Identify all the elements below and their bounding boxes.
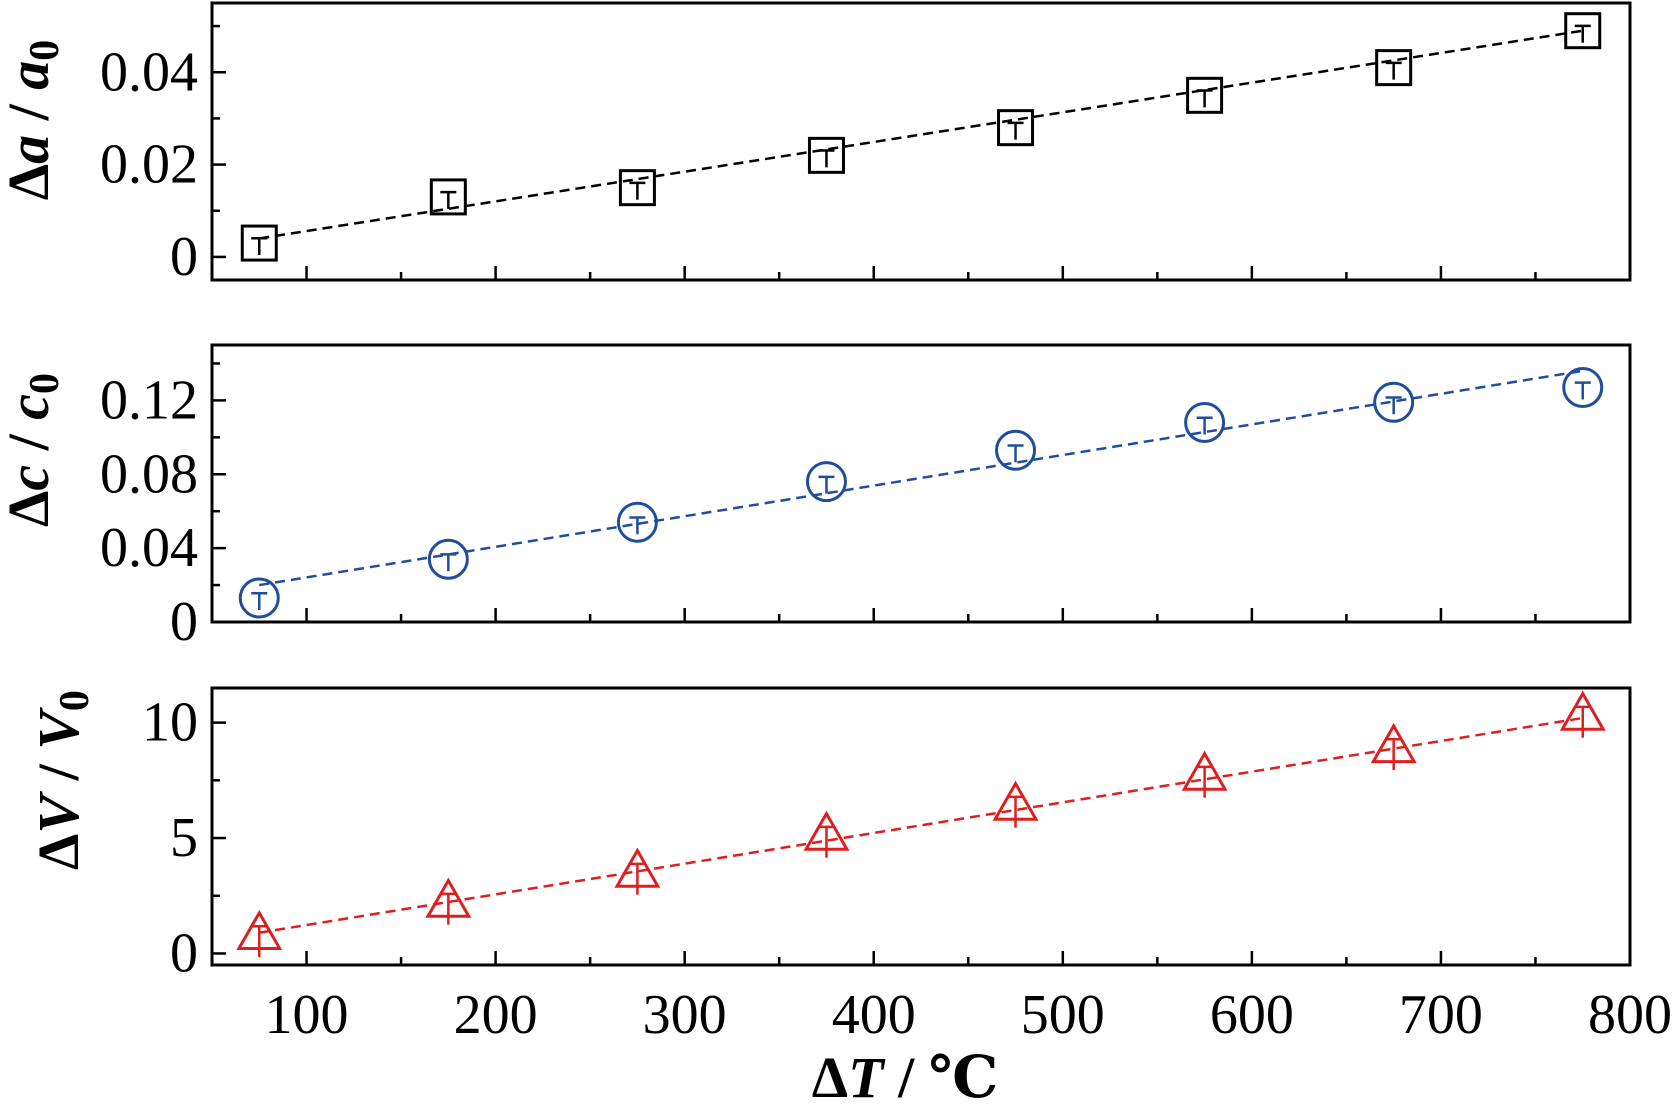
data-point <box>616 501 658 543</box>
ylabel-c-sep: / <box>0 420 61 465</box>
ylabel-a-delta: Δ <box>0 164 61 200</box>
plot-frame <box>210 686 1632 967</box>
ylabel-c-delta: Δ <box>0 491 61 527</box>
x-tick-label: 200 <box>454 984 538 1046</box>
y-tick-label: 0 <box>170 922 198 984</box>
x-tick-label: 300 <box>643 984 727 1046</box>
ylabel-v-var: V <box>26 791 91 834</box>
data-point <box>429 178 467 216</box>
ylabel-v-var2: V <box>26 707 91 750</box>
data-point <box>1564 12 1602 50</box>
xlabel-delta: Δ <box>812 1045 848 1109</box>
ylabel-c-var: c <box>0 465 61 491</box>
fit-line <box>259 369 1583 587</box>
ylabel-c-sub: 0 <box>22 373 68 394</box>
x-tick-label: 800 <box>1588 984 1672 1046</box>
xlabel-var: T <box>848 1045 886 1109</box>
data-point <box>995 429 1037 471</box>
fit-line <box>259 716 1583 934</box>
data-point <box>1184 402 1226 444</box>
data-point <box>807 136 845 174</box>
ylabel-a-sep: / <box>0 90 61 135</box>
ylabel-a-var: a <box>0 135 61 164</box>
ylabel-v: ΔV / V0 <box>26 690 98 870</box>
data-point <box>238 577 280 619</box>
panel-c: Δc / c0 00.040.080.12 <box>0 343 1632 653</box>
y-tick-label: 0.04 <box>100 41 198 103</box>
ylabel-a-sub: 0 <box>22 40 68 61</box>
x-tick-label: 400 <box>832 984 916 1046</box>
ylabel-c-var2: c <box>0 394 61 420</box>
data-point <box>1375 49 1413 87</box>
data-point <box>805 461 847 503</box>
ylabel-v-sub: 0 <box>52 690 98 711</box>
data-point <box>618 169 656 207</box>
x-tick-label: 100 <box>265 984 349 1046</box>
x-tick-label: 700 <box>1399 984 1483 1046</box>
data-point <box>1186 76 1224 114</box>
data-point <box>427 538 469 580</box>
y-tick-label: 0 <box>170 226 198 288</box>
y-tick-label: 0.04 <box>100 517 198 579</box>
ylabel-c: Δc / c0 <box>0 373 68 527</box>
y-tick-label: 0.08 <box>100 443 198 505</box>
y-tick-label: 0.02 <box>100 134 198 196</box>
data-point <box>1373 381 1415 423</box>
x-tick-label: 500 <box>1021 984 1105 1046</box>
fit-line <box>259 29 1583 240</box>
ylabel-v-sep: / <box>26 750 91 795</box>
x-tick-label: 600 <box>1210 984 1294 1046</box>
data-point <box>240 224 278 262</box>
panel-a: Δa / a0 00.020.04 <box>0 1 1632 288</box>
plot-frame <box>210 1 1632 282</box>
data-point <box>997 109 1035 147</box>
y-tick-label: 5 <box>170 807 198 869</box>
ylabel-v-delta: Δ <box>26 834 91 870</box>
y-tick-label: 0 <box>170 591 198 653</box>
data-point <box>1562 366 1604 408</box>
plot-frame <box>210 343 1632 624</box>
y-tick-label: 10 <box>142 692 198 754</box>
ylabel-a: Δa / a0 <box>0 40 68 201</box>
y-tick-label: 0.12 <box>100 369 198 431</box>
xlabel-unit: / ℃ <box>884 1045 999 1109</box>
ylabel-a-var2: a <box>0 61 61 90</box>
xlabel: ΔT / ℃ <box>812 1045 998 1109</box>
